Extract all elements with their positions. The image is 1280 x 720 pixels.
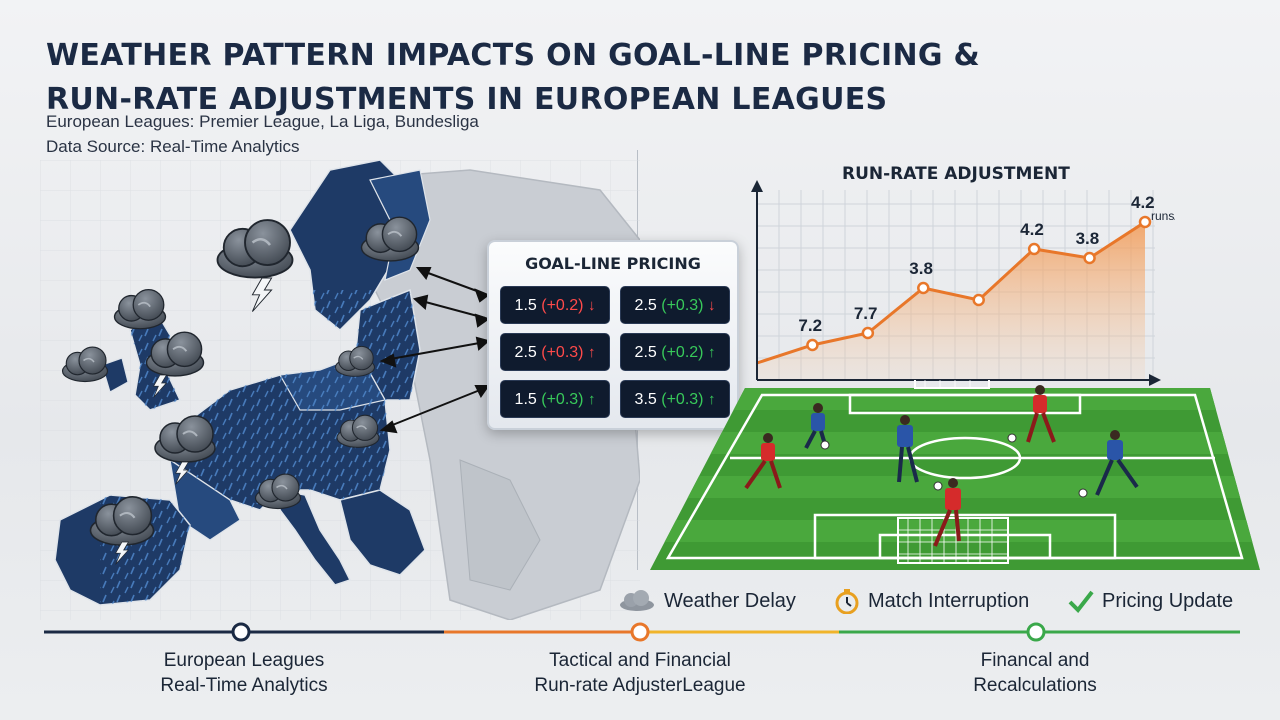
run-rate-chart: 7.2 7.7 3.8 4.2 3.8 4.2 runs/over <box>751 180 1175 386</box>
cloud-icon <box>620 590 654 611</box>
data-point <box>1083 251 1096 265</box>
legend-weather-delay: Weather Delay <box>618 588 796 614</box>
series-line <box>756 220 1146 365</box>
stage-label: Financal and <box>980 650 1090 671</box>
arrow-up-icon: ↑ <box>587 391 596 408</box>
line-adjustment: (+0.3) <box>541 391 584 408</box>
arrow-up-icon: ↑ <box>587 344 596 361</box>
line-adjustment: (+0.2) <box>661 344 704 361</box>
data-label: 4.2 <box>1131 193 1155 212</box>
arrow-down-icon: ↓ <box>587 297 596 314</box>
player-blue-icon <box>1095 430 1139 496</box>
subtitle-source: Data Source: Real-Time Analytics <box>46 137 300 156</box>
pricing-title: GOAL-LINE PRICING <box>525 254 701 273</box>
pricing-cell: 3.5 (+0.3) ↑ <box>620 380 730 418</box>
pricing-cell: 1.5 (+0.2) ↓ <box>500 286 610 324</box>
series-area <box>757 222 1145 380</box>
goal-line-pricing-panel: GOAL-LINE PRICING 1.5 (+0.2) ↓ 2.5 (+0.3… <box>487 240 739 430</box>
process-timeline <box>44 622 1240 642</box>
line-value: 1.5 <box>514 391 537 408</box>
ball-icon <box>820 440 830 450</box>
stage-label: Tactical and Financial <box>549 650 731 671</box>
data-label: 4.2 <box>1020 220 1044 239</box>
arrow-down-icon: ↓ <box>707 297 716 314</box>
title-line-1: WEATHER PATTERN IMPACTS ON GOAL-LINE PRI… <box>46 38 981 73</box>
legend-pricing-update: Pricing Update <box>1068 588 1233 614</box>
europe-weather-map <box>40 160 640 620</box>
title-line-2: RUN-RATE ADJUSTMENTS IN EUROPEAN LEAGUES <box>46 82 888 117</box>
line-value: 1.5 <box>514 297 537 314</box>
stage-label: Real-Time Analytics <box>160 675 328 696</box>
timeline-node <box>231 622 251 642</box>
player-blue-icon <box>897 415 919 483</box>
timeline-stage-1: European Leagues Real-Time Analytics <box>114 648 374 698</box>
pricing-cell: 2.5 (+0.2) ↑ <box>620 333 730 371</box>
ball-icon <box>1007 433 1017 443</box>
stage-label: European Leagues <box>163 650 325 671</box>
player-red-icon <box>933 478 961 547</box>
ball-icon <box>1078 488 1088 498</box>
player-red-icon <box>744 433 782 490</box>
data-point <box>806 338 819 352</box>
line-value: 2.5 <box>514 344 537 361</box>
y-axis-arrow <box>751 180 763 192</box>
legend-match-interruption: Match Interruption <box>834 588 1029 614</box>
stage-label: Recalculations <box>973 675 1097 696</box>
timeline-stage-3: Financal and Recalculations <box>925 648 1145 698</box>
line-value: 3.5 <box>634 391 657 408</box>
timeline-node <box>630 622 650 642</box>
stopwatch-icon <box>835 589 859 614</box>
stage-label: Run-rate AdjusterLeague <box>534 675 746 696</box>
data-label: 3.8 <box>909 259 933 278</box>
page-title: WEATHER PATTERN IMPACTS ON GOAL-LINE PRI… <box>46 34 1046 122</box>
checkmark-icon <box>1068 590 1094 613</box>
data-label: 7.2 <box>798 316 822 335</box>
ball-icon <box>933 481 943 491</box>
series-unit-label: runs/over <box>1151 209 1175 223</box>
line-adjustment: (+0.2) <box>541 297 584 314</box>
data-point <box>861 326 875 340</box>
data-label: 7.7 <box>854 304 878 323</box>
chart-title: RUN-RATE ADJUSTMENT <box>842 164 1070 184</box>
player-blue-icon <box>804 403 828 449</box>
pricing-cell: 2.5 (+0.3) ↓ <box>620 286 730 324</box>
arrow-up-icon: ↑ <box>707 391 716 408</box>
line-adjustment: (+0.3) <box>661 391 704 408</box>
legend-label: Weather Delay <box>664 589 796 612</box>
data-label: 3.8 <box>1076 229 1100 248</box>
player-red-icon <box>1026 385 1056 443</box>
timeline-stage-2: Tactical and Financial Run-rate Adjuster… <box>505 648 775 698</box>
line-adjustment: (+0.3) <box>541 344 584 361</box>
line-adjustment: (+0.3) <box>661 297 704 314</box>
pricing-cell: 1.5 (+0.3) ↑ <box>500 380 610 418</box>
data-point <box>1027 242 1041 256</box>
data-point <box>1138 215 1152 229</box>
data-point <box>917 281 930 295</box>
timeline-node <box>1026 622 1046 642</box>
data-point <box>972 293 985 307</box>
legend-label: Match Interruption <box>868 589 1030 612</box>
line-value: 2.5 <box>634 297 657 314</box>
football-pitch <box>650 380 1260 570</box>
legend-label: Pricing Update <box>1102 589 1234 612</box>
line-value: 2.5 <box>634 344 657 361</box>
x-axis-arrow <box>1149 374 1161 386</box>
goal-net-icon <box>897 380 1009 564</box>
subtitle-leagues: European Leagues: Premier League, La Lig… <box>46 112 479 131</box>
arrow-up-icon: ↑ <box>707 344 716 361</box>
pricing-cell: 2.5 (+0.3) ↑ <box>500 333 610 371</box>
